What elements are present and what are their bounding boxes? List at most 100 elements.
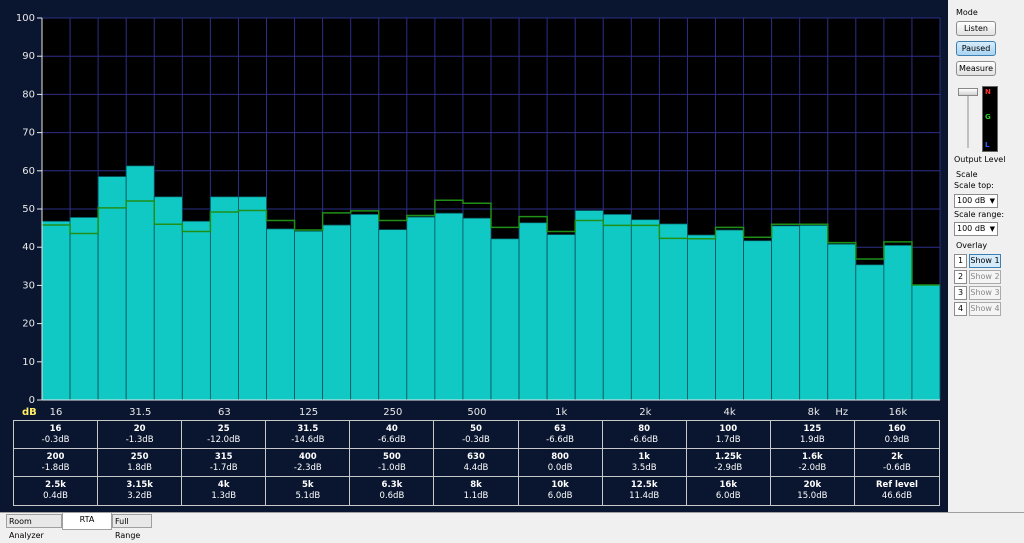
scale-top-select[interactable]: 100 dB ▼ <box>954 194 998 208</box>
bar <box>687 234 716 401</box>
overlay-3-show-button[interactable]: Show 3 <box>969 286 1001 300</box>
bar <box>911 284 941 401</box>
band-level: -14.6dB <box>291 434 325 445</box>
x-tick-label: 4k <box>723 407 735 418</box>
slider-thumb[interactable] <box>958 88 978 96</box>
meter-l-label: L <box>985 141 990 149</box>
scale-range-select[interactable]: 100 dB ▼ <box>954 222 998 236</box>
table-cell: 20 -1.3dB <box>98 421 183 449</box>
bar <box>827 243 857 401</box>
x-tick-label: 8k <box>808 407 820 418</box>
y-tick-label: 70 <box>22 128 35 139</box>
band-frequency: 63 <box>554 423 566 434</box>
band-frequency: 10k <box>551 480 569 490</box>
listen-button[interactable]: Listen <box>956 21 996 36</box>
bar <box>574 210 604 401</box>
bar <box>322 224 352 401</box>
overlay-2-show-button[interactable]: Show 2 <box>969 270 1001 284</box>
bar <box>883 244 913 401</box>
band-level: 3.5dB <box>631 462 657 473</box>
overlay-1-show-button[interactable]: Show 1 <box>969 254 1001 268</box>
slider-track <box>967 88 969 148</box>
band-level: -1.7dB <box>209 462 238 473</box>
band-level: -6.6dB <box>630 434 659 445</box>
bottom-tab-bar: Room Analyzer RTA Full Range <box>0 512 1024 540</box>
bar <box>462 217 492 401</box>
tab-room-analyzer[interactable]: Room Analyzer <box>6 514 62 540</box>
table-cell: 20k 15.0dB <box>771 477 855 505</box>
table-cell: 125 1.9dB <box>770 421 855 449</box>
bar <box>350 213 380 401</box>
table-cell: 2k -0.6dB <box>854 449 939 477</box>
table-cell: 1.25k -2.9dB <box>686 449 771 477</box>
table-cell: 400 -2.3dB <box>266 449 351 477</box>
bar <box>855 264 885 401</box>
band-level: -0.6dB <box>883 462 911 473</box>
bar <box>771 225 801 401</box>
x-unit-label: Hz <box>835 407 848 418</box>
band-level: -1.0dB <box>378 462 406 473</box>
band-level: 46.6dB <box>881 491 913 501</box>
table-cell: 315 -1.7dB <box>182 449 267 477</box>
table-cell: 12.5k 11.4dB <box>603 477 687 505</box>
band-level: 1.7dB <box>715 434 741 445</box>
overlay-row-4: 4 Show 4 <box>954 302 1014 316</box>
measure-button[interactable]: Measure <box>956 61 996 76</box>
band-frequency: 630 <box>467 451 485 462</box>
output-level-slider[interactable] <box>956 86 980 150</box>
band-frequency: 1.25k <box>714 451 742 462</box>
x-tick-label: 16k <box>889 407 908 418</box>
bar <box>546 234 576 401</box>
overlay-row-1: 1 Show 1 <box>954 254 1014 268</box>
overlay-2-checkbox[interactable]: 2 <box>954 270 967 284</box>
overlay-4-show-button[interactable]: Show 4 <box>969 302 1001 316</box>
band-frequency: 3.15k <box>126 480 153 490</box>
band-frequency: 25 <box>217 423 230 434</box>
bar <box>294 230 324 401</box>
table-cell: 5k 5.1dB <box>266 477 351 505</box>
x-tick-label: 31.5 <box>129 407 151 418</box>
band-level-table: 16 -0.3dB 20 -1.3dB 25 -12.0dB 31.5 -14.6dB 40 -6… <box>13 420 940 506</box>
bar <box>41 220 71 401</box>
meter-n-label: N <box>985 88 991 96</box>
band-frequency: 160 <box>888 423 906 434</box>
table-cell: 16k 6.0dB <box>687 477 771 505</box>
x-tick-label: 16 <box>50 407 63 418</box>
band-level: 1.9dB <box>799 434 825 445</box>
bar <box>434 212 464 401</box>
y-tick-label: 10 <box>22 357 35 368</box>
bar <box>658 223 688 401</box>
band-frequency: 5k <box>302 480 314 490</box>
band-level: 0.6dB <box>379 491 405 501</box>
band-frequency: 100 <box>719 423 738 434</box>
scale-range-label: Scale range: <box>954 210 1005 219</box>
bar <box>125 165 155 401</box>
bar <box>743 240 773 401</box>
table-cell: 100 1.7dB <box>686 421 771 449</box>
bar <box>490 238 520 401</box>
band-frequency: 12.5k <box>630 480 658 490</box>
scale-group-label: Scale <box>956 170 978 179</box>
bar <box>209 196 239 401</box>
paused-button[interactable]: Paused <box>956 41 996 56</box>
band-level: 1.8dB <box>127 462 152 473</box>
y-tick-label: 40 <box>22 242 35 253</box>
overlay-3-checkbox[interactable]: 3 <box>954 286 967 300</box>
band-level: -0.3dB <box>41 434 70 445</box>
bar <box>181 220 211 401</box>
output-level-meter: N G L <box>982 86 998 152</box>
bar <box>518 222 548 401</box>
tab-full-range[interactable]: Full Range <box>112 514 152 540</box>
overlay-4-checkbox[interactable]: 4 <box>954 302 967 316</box>
y-unit-label: dB <box>22 407 37 418</box>
band-frequency: 800 <box>551 451 569 462</box>
table-cell: 50 -0.3dB <box>434 421 519 449</box>
band-frequency: 2.5k <box>45 480 66 490</box>
scale-top-value: 100 dB <box>957 196 986 205</box>
tab-rta[interactable]: RTA <box>62 513 112 530</box>
band-level: 1.1dB <box>463 491 489 501</box>
x-tick-label: 125 <box>299 407 318 418</box>
overlay-1-checkbox[interactable]: 1 <box>954 254 967 268</box>
band-frequency: 16 <box>49 423 62 434</box>
